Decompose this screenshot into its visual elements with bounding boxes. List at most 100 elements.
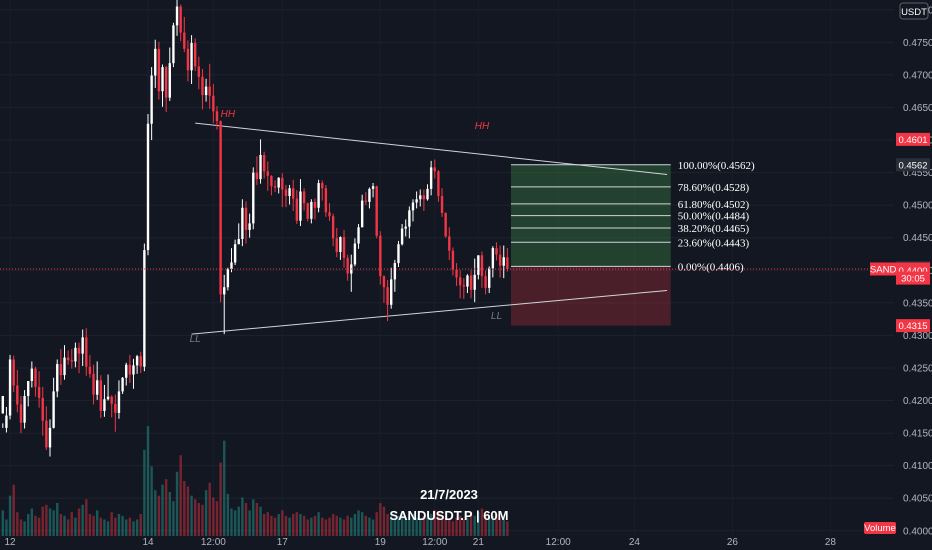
volume-bar bbox=[204, 490, 208, 536]
time-axis[interactable]: 12 14 12:00 17 19 12:00 21 12:00 24 26 28 bbox=[4, 537, 836, 548]
price-badge bbox=[896, 132, 930, 146]
volume-bar bbox=[208, 482, 211, 536]
candle-body bbox=[437, 171, 440, 197]
volume-bar bbox=[161, 484, 164, 536]
volume-bar bbox=[440, 515, 444, 536]
price-tick-label: 0.4000 bbox=[903, 526, 932, 537]
long-position-tool[interactable] bbox=[511, 164, 671, 326]
candle-body bbox=[440, 196, 444, 213]
volume-bar bbox=[175, 471, 179, 536]
volume-bar bbox=[132, 521, 135, 536]
candle-body bbox=[52, 391, 55, 428]
volume-bar bbox=[190, 495, 193, 536]
volume-bar bbox=[346, 515, 349, 536]
candle-body bbox=[328, 212, 331, 217]
volume-bar bbox=[74, 517, 77, 536]
candle-body bbox=[219, 121, 222, 295]
candle-body bbox=[230, 262, 233, 269]
volume-bar bbox=[433, 510, 436, 536]
candle-body bbox=[215, 111, 219, 122]
volume-bar bbox=[299, 514, 302, 536]
candle-body bbox=[146, 123, 150, 251]
volume-bar bbox=[121, 515, 124, 536]
volume-bar bbox=[281, 510, 284, 536]
triangle-trendlines[interactable] bbox=[191, 122, 668, 335]
candle-body bbox=[266, 171, 269, 176]
volume-bar bbox=[339, 517, 342, 536]
fib-retracement-tool[interactable]: 100.00%(0.4562) 78.60%(0.4528) 61.80%(0.45… bbox=[511, 160, 755, 274]
candle-body bbox=[299, 191, 302, 221]
volume-bar bbox=[462, 519, 466, 536]
volume-bar bbox=[23, 521, 26, 536]
candle-body bbox=[168, 63, 171, 98]
candle-body bbox=[41, 397, 44, 421]
candle-body bbox=[248, 223, 251, 230]
candle-body bbox=[270, 175, 273, 187]
candle-body bbox=[201, 76, 204, 96]
volume-bar bbox=[480, 508, 484, 536]
candle-body bbox=[422, 195, 426, 200]
candle-body bbox=[444, 212, 447, 237]
candle-body bbox=[302, 191, 306, 204]
candle-body bbox=[125, 364, 128, 378]
candle-body bbox=[197, 66, 201, 77]
candle-body bbox=[95, 380, 99, 395]
candle-body bbox=[498, 254, 502, 266]
volume-bar bbox=[382, 506, 386, 536]
volume-bar bbox=[59, 514, 63, 536]
time-tick-label: 26 bbox=[727, 537, 739, 548]
price-badge-label: 0.4400 bbox=[898, 266, 927, 277]
volume-bar bbox=[408, 515, 411, 536]
candle-body bbox=[458, 277, 462, 286]
price-badge bbox=[896, 319, 930, 333]
volume-bar bbox=[150, 466, 153, 536]
candle-body bbox=[106, 396, 110, 400]
candle-body bbox=[172, 25, 175, 64]
candle-body bbox=[190, 42, 193, 71]
time-tick-label: 12:00 bbox=[201, 537, 226, 548]
volume-bar bbox=[473, 515, 476, 536]
fib-level-label: 50.00%(0.4484) bbox=[678, 211, 750, 223]
volume-bar bbox=[422, 515, 426, 536]
price-tick-label: 0.4300 bbox=[903, 331, 932, 342]
candle-body bbox=[495, 248, 498, 255]
volume-bar bbox=[143, 449, 146, 536]
fib-level-label: 100.00%(0.4562) bbox=[678, 160, 755, 172]
pattern-labels: HH HH LL LL bbox=[190, 109, 502, 345]
volume-bar bbox=[262, 514, 266, 536]
candle-body bbox=[310, 201, 313, 219]
candle-body bbox=[292, 188, 295, 199]
candle-body bbox=[237, 239, 240, 245]
candle-body bbox=[23, 395, 26, 423]
candle-body bbox=[85, 337, 88, 367]
candle-body bbox=[150, 75, 153, 124]
candle-body bbox=[81, 337, 84, 354]
fib-level-label: 78.60%(0.4528) bbox=[678, 182, 750, 194]
volume-bar bbox=[114, 517, 117, 536]
candle-body bbox=[226, 268, 230, 288]
candle-body bbox=[63, 357, 66, 376]
volume-badge: Volume bbox=[864, 522, 896, 534]
currency-badge[interactable]: USDT bbox=[899, 2, 929, 20]
time-tick-label: 19 bbox=[375, 537, 387, 548]
volume-bar bbox=[157, 495, 161, 536]
candle-body bbox=[179, 6, 182, 33]
volume-bar bbox=[448, 519, 451, 536]
volume-bar bbox=[219, 462, 222, 536]
volume-bar bbox=[371, 519, 375, 536]
volume-bar bbox=[444, 517, 447, 536]
volume-bar bbox=[117, 514, 121, 536]
volume-bar bbox=[488, 517, 491, 536]
volume-bar bbox=[223, 440, 226, 536]
volume-bar bbox=[397, 515, 400, 536]
candle-body bbox=[451, 250, 455, 270]
price-tick-label: 0.4750 bbox=[903, 38, 932, 49]
fib-level-label: 23.60%(0.4443) bbox=[678, 237, 750, 249]
volume-bar bbox=[226, 493, 230, 536]
volume-bar bbox=[154, 490, 157, 536]
volume-bar bbox=[45, 504, 48, 536]
volume-bar bbox=[368, 517, 371, 536]
volume-bar bbox=[310, 517, 313, 536]
